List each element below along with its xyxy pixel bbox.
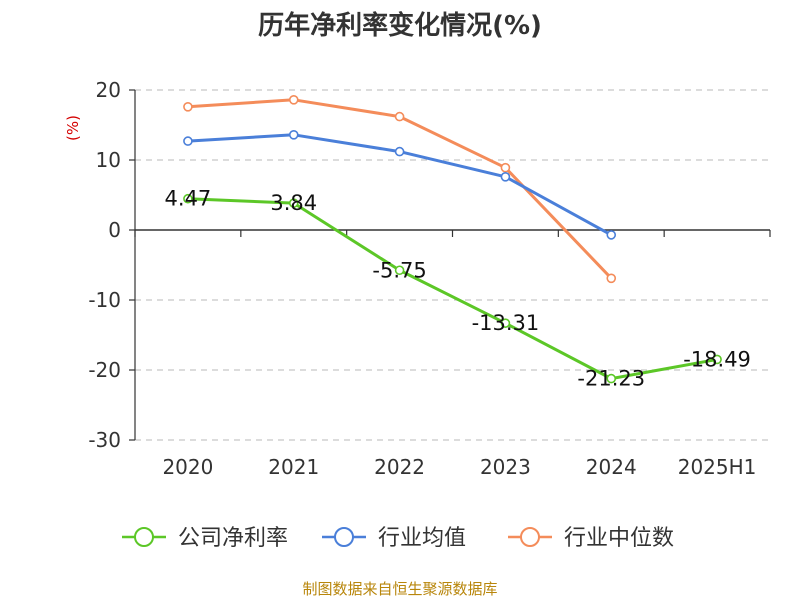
- data-label: 3.84: [270, 191, 317, 215]
- data-point: [183, 193, 193, 204]
- data-point: [288, 198, 299, 208]
- data-point: [606, 273, 617, 284]
- data-point: [183, 136, 193, 146]
- legend-item-1: 行业均值: [322, 526, 466, 551]
- legend-marker-icon: [134, 527, 154, 547]
- series-0: [183, 193, 722, 384]
- series-line: [187, 98, 613, 280]
- legend-marker-icon: [520, 527, 540, 547]
- legend-marker-icon: [334, 527, 354, 547]
- data-point: [394, 265, 405, 276]
- data-point: [606, 373, 617, 384]
- data-point: [288, 130, 299, 140]
- y-axis-ticks: 20 10 0 -10 -20 -30: [88, 78, 135, 452]
- data-point: [500, 318, 511, 328]
- data-point: [606, 230, 617, 240]
- data-point: [394, 146, 405, 157]
- data-point: [288, 95, 299, 105]
- data-label: 4.47: [165, 187, 212, 211]
- x-tick-label: 2022: [374, 455, 425, 479]
- legend-label: 公司净利率: [178, 526, 288, 551]
- data-label: -21.23: [577, 367, 645, 391]
- x-tick-label: 2020: [162, 455, 213, 479]
- x-tick-label: 2024: [586, 455, 637, 479]
- legend: 公司净利率 行业均值 行业中位数: [122, 526, 674, 551]
- legend-label: 行业中位数: [564, 526, 674, 551]
- data-point: [394, 111, 405, 122]
- y-tick-label: 0: [108, 218, 121, 242]
- data-labels: 4.47 3.84 -5.75 -13.31 -21.23 -18.49: [165, 187, 751, 391]
- data-point: [500, 162, 511, 173]
- y-tick-label: -10: [88, 288, 121, 312]
- series-line: [187, 197, 718, 381]
- data-label: -18.49: [683, 347, 751, 371]
- x-axis: 2020 2021 2022 2023 2024 2025H1: [134, 90, 771, 479]
- data-point: [183, 102, 193, 112]
- data-label: -5.75: [372, 258, 426, 282]
- y-tick-label: -20: [88, 358, 121, 382]
- data-label: -13.31: [472, 311, 540, 335]
- x-tick-label: 2023: [480, 455, 531, 479]
- legend-item-0: 公司净利率: [122, 526, 288, 551]
- source-note: 制图数据来自恒生聚源数据库: [302, 580, 497, 598]
- series-layer: 4.47 3.84 -5.75 -13.31 -21.23 -18.49: [165, 95, 751, 391]
- series-1: [183, 130, 617, 240]
- y-axis-label: (%): [64, 115, 82, 141]
- data-point: [712, 354, 722, 365]
- chart-title: 历年净利率变化情况(%): [258, 10, 542, 41]
- legend-item-2: 行业中位数: [508, 526, 674, 551]
- y-tick-label: 20: [96, 78, 121, 102]
- y-tick-label: 10: [96, 148, 121, 172]
- legend-label: 行业均值: [378, 526, 466, 551]
- data-point: [500, 172, 511, 182]
- series-2: [183, 95, 617, 284]
- x-tick-label: 2025H1: [678, 455, 757, 479]
- x-tick-label: 2021: [268, 455, 319, 479]
- y-tick-label: -30: [88, 428, 121, 452]
